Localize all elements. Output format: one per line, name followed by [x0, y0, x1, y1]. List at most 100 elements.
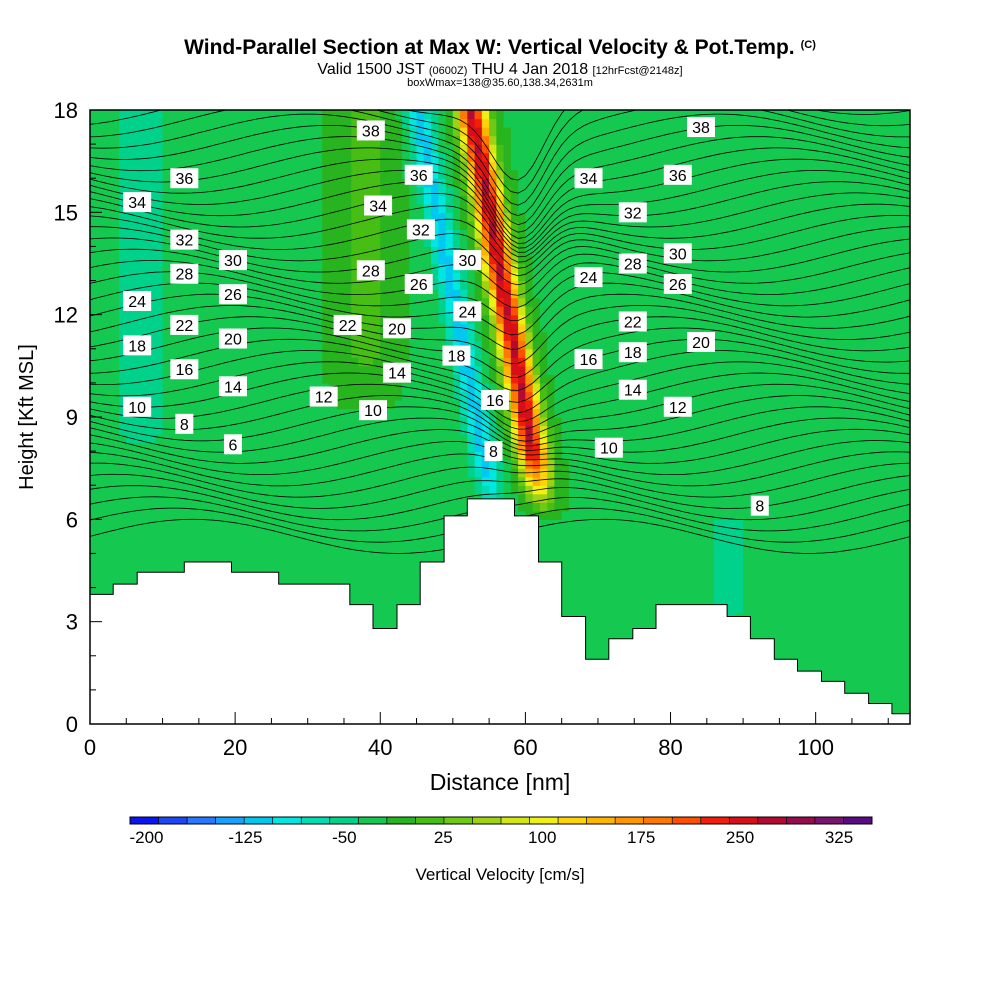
- velocity-cell: [314, 425, 323, 435]
- velocity-cell: [409, 110, 418, 120]
- velocity-cell: [184, 442, 193, 452]
- velocity-cell: [532, 195, 541, 205]
- velocity-cell: [576, 442, 585, 452]
- velocity-cell: [278, 451, 287, 461]
- velocity-cell: [394, 434, 403, 444]
- velocity-cell: [256, 527, 265, 537]
- velocity-cell: [235, 178, 243, 188]
- velocity-cell: [460, 331, 468, 341]
- velocity-cell: [264, 365, 273, 375]
- velocity-cell: [358, 391, 367, 401]
- velocity-cell: [97, 519, 106, 529]
- velocity-cell: [264, 544, 273, 555]
- velocity-cell: [373, 246, 381, 256]
- velocity-cell: [532, 476, 541, 486]
- velocity-cell: [329, 485, 338, 495]
- velocity-cell: [489, 365, 497, 375]
- velocity-cell: [351, 493, 360, 503]
- velocity-cell: [264, 442, 273, 452]
- velocity-cell: [271, 417, 280, 427]
- velocity-cell: [97, 399, 106, 410]
- velocity-cell: [119, 536, 127, 546]
- velocity-cell: [445, 289, 454, 299]
- velocity-cell: [402, 527, 410, 537]
- velocity-cell: [496, 161, 505, 171]
- velocity-cell: [510, 110, 519, 120]
- velocity-cell: [336, 425, 345, 435]
- velocity-cell: [148, 544, 156, 555]
- velocity-cell: [351, 348, 360, 358]
- velocity-cell: [184, 408, 193, 418]
- velocity-cell: [90, 468, 98, 478]
- velocity-cell: [416, 476, 425, 486]
- velocity-cell: [213, 527, 222, 537]
- velocity-cell: [104, 289, 113, 299]
- velocity-cell: [104, 280, 113, 290]
- velocity-cell: [162, 186, 171, 196]
- velocity-cell: [365, 169, 374, 179]
- velocity-cell: [111, 451, 120, 461]
- velocity-cell: [431, 510, 439, 520]
- velocity-cell: [380, 621, 389, 631]
- velocity-cell: [431, 212, 439, 222]
- velocity-cell: [111, 161, 120, 171]
- velocity-cell: [148, 297, 156, 307]
- velocity-cell: [119, 417, 127, 427]
- velocity-cell: [496, 297, 505, 307]
- velocity-cell: [496, 306, 505, 316]
- velocity-cell: [423, 246, 432, 256]
- velocity-cell: [460, 169, 468, 179]
- velocity-cell: [322, 144, 331, 154]
- velocity-cell: [300, 553, 309, 563]
- velocity-cell: [409, 263, 418, 273]
- velocity-cell: [300, 272, 309, 282]
- velocity-cell: [525, 459, 534, 469]
- velocity-cell: [307, 220, 316, 230]
- velocity-cell: [177, 468, 185, 478]
- velocity-cell: [90, 254, 98, 265]
- velocity-cell: [264, 110, 273, 120]
- velocity-cell: [380, 604, 389, 614]
- velocity-cell: [155, 186, 164, 196]
- velocity-cell: [293, 118, 302, 128]
- velocity-cell: [278, 297, 287, 307]
- velocity-cell: [155, 144, 164, 154]
- velocity-cell: [322, 408, 331, 418]
- velocity-cell: [409, 519, 418, 529]
- velocity-cell: [285, 152, 294, 162]
- velocity-cell: [539, 527, 548, 537]
- velocity-cell: [431, 297, 439, 307]
- velocity-cell: [438, 434, 447, 444]
- velocity-cell: [119, 178, 127, 188]
- velocity-cell: [336, 510, 345, 520]
- velocity-cell: [445, 152, 454, 162]
- velocity-cell: [198, 399, 207, 410]
- velocity-cell: [278, 289, 287, 299]
- velocity-cell: [583, 621, 592, 631]
- velocity-cell: [554, 110, 563, 120]
- velocity-cell: [264, 399, 273, 410]
- velocity-cell: [460, 365, 468, 375]
- velocity-cell: [568, 152, 577, 162]
- velocity-cell: [518, 374, 526, 384]
- velocity-cell: [104, 468, 113, 478]
- velocity-cell: [314, 314, 323, 324]
- velocity-cell: [300, 314, 309, 324]
- velocity-cell: [365, 220, 374, 230]
- velocity-cell: [256, 212, 265, 222]
- velocity-cell: [271, 502, 280, 512]
- velocity-cell: [213, 110, 222, 120]
- velocity-cell: [307, 152, 316, 162]
- velocity-cell: [380, 451, 389, 461]
- velocity-cell: [583, 297, 592, 307]
- velocity-cell: [525, 442, 534, 452]
- velocity-cell: [496, 348, 505, 358]
- velocity-cell: [329, 144, 338, 154]
- velocity-cell: [576, 544, 585, 555]
- velocity-cell: [90, 323, 98, 333]
- velocity-cell: [235, 110, 243, 120]
- velocity-cell: [394, 553, 403, 563]
- velocity-cell: [554, 246, 563, 256]
- velocity-cell: [467, 118, 476, 128]
- velocity-cell: [496, 323, 505, 333]
